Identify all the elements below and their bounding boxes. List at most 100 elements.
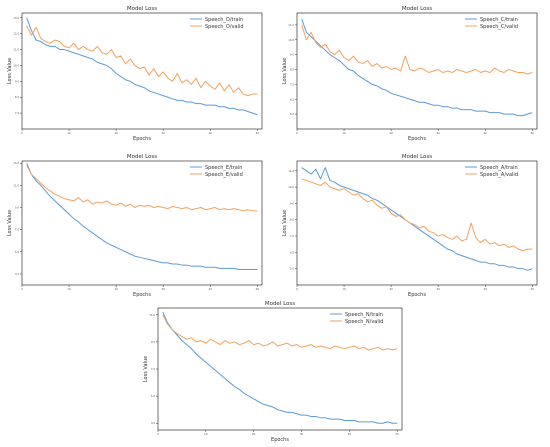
- legend-label-train: Speech_C/train: [480, 17, 518, 23]
- x-tick-label: 10: [67, 131, 71, 135]
- x-tick-label: 30: [162, 287, 166, 291]
- x-tick-label: 50: [531, 287, 535, 291]
- y-tick-label: 9.0: [15, 79, 19, 83]
- x-tick-label: 30: [162, 131, 166, 135]
- x-tick-label: 50: [396, 432, 400, 436]
- y-tick-label: 7.0: [290, 234, 294, 238]
- x-tick-label: 50: [256, 131, 260, 135]
- series-line-train: [301, 167, 533, 271]
- legend-label-train: Speech_O/train: [205, 17, 243, 23]
- plot-frame: [21, 12, 263, 130]
- y-tick-label: 7.0: [15, 228, 19, 232]
- y-tick-label: 3.0: [15, 272, 19, 276]
- legend-label-train: Speech_A/train: [480, 165, 518, 171]
- y-axis-label: Loss Value: [7, 58, 13, 84]
- chart-title: Model Loss: [127, 6, 157, 12]
- x-tick-label: 20: [389, 131, 393, 135]
- y-tick-label: 6.0: [290, 250, 294, 254]
- x-axis-label: Epochs: [271, 437, 289, 443]
- y-tick-label: 5.0: [151, 394, 155, 398]
- plot-frame: [296, 12, 538, 130]
- y-tick-label: 9.0: [15, 206, 19, 210]
- chart-speech-e: Model Loss 0 10 20 30 40 50 3.0 5.0 7.0 9.0 11.0 13.…: [7, 154, 263, 298]
- series-line-train: [26, 163, 258, 270]
- y-tick-label: 12.0: [13, 32, 19, 36]
- y-tick-label: 8.0: [290, 68, 294, 72]
- x-tick-label: 50: [256, 287, 260, 291]
- y-tick-label: 6.0: [290, 97, 294, 101]
- y-tick-label: 7.0: [151, 367, 155, 371]
- chart-speech-n: Model Loss 0 10 20 30 40 50 3.0 5.0 7.0 9.0 11.0 Epo…: [143, 301, 403, 443]
- series-line-valid: [301, 24, 533, 75]
- x-tick-label: 10: [67, 287, 71, 291]
- y-tick-label: 5.0: [290, 112, 294, 116]
- x-tick-label: 20: [114, 287, 118, 291]
- x-tick-label: 30: [300, 432, 304, 436]
- y-tick-label: 11.0: [149, 313, 155, 317]
- x-tick-label: 10: [204, 432, 208, 436]
- x-axis-label: Epochs: [133, 136, 151, 142]
- y-tick-label: 7.0: [15, 111, 19, 115]
- plot-frame: [21, 160, 263, 286]
- y-tick-label: 7.0: [290, 82, 294, 86]
- y-tick-label: 9.0: [151, 340, 155, 344]
- y-tick-label: 13.0: [13, 16, 19, 20]
- y-tick-label: 11.0: [288, 169, 294, 173]
- series-line-valid: [26, 25, 258, 97]
- y-tick-label: 11.0: [13, 183, 19, 187]
- x-tick-label: 50: [531, 131, 535, 135]
- y-tick-label: 11.0: [13, 48, 19, 52]
- x-tick-label: 10: [342, 131, 346, 135]
- y-tick-label: 10.0: [13, 63, 19, 67]
- x-tick-label: 20: [252, 432, 256, 436]
- y-tick-label: 8.0: [15, 95, 19, 99]
- x-tick-label: 0: [157, 432, 159, 436]
- x-tick-label: 0: [296, 131, 298, 135]
- series-line-train: [26, 17, 258, 116]
- chart-title: Model Loss: [402, 154, 432, 160]
- legend-label-valid: Speech_E/valid: [205, 172, 243, 178]
- chart-title: Model Loss: [127, 154, 157, 160]
- y-tick-label: 13.0: [13, 161, 19, 165]
- y-tick-label: 11.0: [288, 23, 294, 27]
- x-tick-label: 30: [437, 287, 441, 291]
- chart-speech-o: Model Loss 0 10 20 30 40 50 7.0 8.0 9.0 10.0 11.0 12…: [7, 6, 263, 142]
- series-line-valid: [162, 314, 398, 351]
- series-line-train: [162, 311, 398, 424]
- x-tick-label: 40: [209, 131, 213, 135]
- plot-frame: [296, 160, 538, 286]
- x-tick-label: 0: [21, 287, 23, 291]
- x-tick-label: 40: [209, 287, 213, 291]
- y-tick-label: 5.0: [290, 267, 294, 271]
- x-axis-label: Epochs: [133, 292, 151, 298]
- y-axis-label: Loss Value: [282, 210, 288, 236]
- x-tick-label: 40: [484, 287, 488, 291]
- x-axis-label: Epochs: [408, 292, 426, 298]
- x-tick-label: 20: [389, 287, 393, 291]
- y-axis-label: Loss Value: [7, 210, 13, 236]
- series-line-valid: [26, 165, 258, 212]
- x-tick-label: 20: [114, 131, 118, 135]
- series-line-train: [301, 18, 533, 117]
- x-axis-label: Epochs: [408, 136, 426, 142]
- series-line-valid: [301, 178, 533, 252]
- y-axis-label: Loss Value: [143, 356, 149, 382]
- legend-label-valid: Speech_C/valid: [480, 24, 518, 30]
- chart-speech-a: Model Loss 0 10 20 30 40 50 5.0 6.0 7.0 8.0 9.0 10.0…: [282, 154, 538, 298]
- y-tick-label: 10.0: [288, 185, 294, 189]
- chart-title: Model Loss: [402, 6, 432, 12]
- plot-frame: [157, 307, 403, 431]
- chart-speech-c: Model Loss 0 10 20 30 40 50 5.0 6.0 7.0 8.0 9.0 10.0…: [282, 6, 538, 142]
- y-tick-label: 10.0: [288, 38, 294, 42]
- y-axis-label: Loss Value: [282, 58, 288, 84]
- x-tick-label: 30: [437, 131, 441, 135]
- y-tick-label: 3.0: [151, 421, 155, 425]
- y-tick-label: 9.0: [290, 201, 294, 205]
- y-tick-label: 8.0: [290, 218, 294, 222]
- legend-label-train: Speech_E/train: [205, 165, 242, 171]
- y-tick-label: 5.0: [15, 250, 19, 254]
- legend-label-valid: Speech_N/valid: [345, 319, 383, 325]
- y-tick-label: 9.0: [290, 53, 294, 57]
- legend-label-valid: Speech_O/valid: [205, 24, 244, 30]
- legend-label-valid: Speech_A/valid: [480, 172, 518, 178]
